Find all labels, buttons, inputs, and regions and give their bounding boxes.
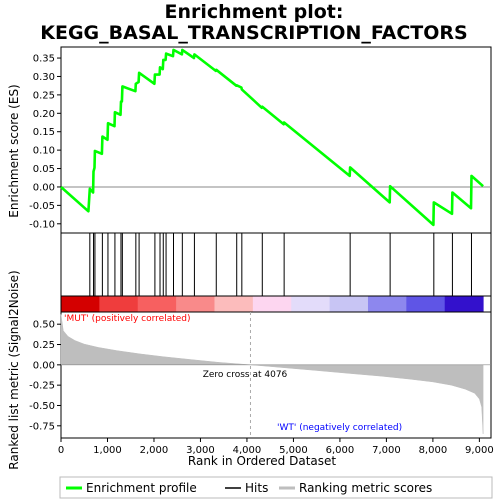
- hits-panel: [60, 232, 492, 297]
- rank-bar-segment: [367, 296, 407, 312]
- es-plot-frame: [60, 46, 492, 234]
- rank-bar-segment: [61, 296, 100, 312]
- metric-ytick-label: -0.25: [29, 381, 55, 392]
- xtick-label: 9,000: [465, 445, 494, 456]
- rank-color-bar: [60, 295, 492, 313]
- es-ytick-label: 0.20: [33, 109, 55, 120]
- zero-cross-label: Zero cross at 4076: [203, 370, 288, 380]
- metric-ylabel: Ranked list metric (Signal2Noise): [7, 270, 21, 469]
- legend-box: [59, 476, 493, 499]
- rank-bar-segment: [329, 296, 369, 312]
- metric-ytick-label: -0.75: [29, 421, 55, 432]
- metric-ytick-label: 0.00: [33, 360, 55, 371]
- es-ytick-label: -0.10: [29, 219, 55, 230]
- rank-bar-segment: [291, 296, 331, 312]
- es-ytick-label: 0.35: [33, 54, 55, 65]
- es-ytick-label: 0.10: [33, 146, 55, 157]
- xtick-label: 4,000: [233, 445, 262, 456]
- ranking-metric-area: [60, 314, 484, 434]
- enrichment-profile-line: [60, 48, 484, 227]
- xtick-label: 2,000: [140, 445, 169, 456]
- rank-bar-segment: [406, 296, 446, 312]
- legend: Enrichment profile Hits Ranking metric s…: [59, 476, 493, 499]
- hits-frame: [60, 232, 492, 297]
- metric-panel: -0.75 -0.50 -0.25 0.00 0.25 0.50 0 1,000 2,000 3,…: [29, 311, 494, 456]
- xtick-label: 3,000: [186, 445, 215, 456]
- negative-label: 'WT' (negatively correlated): [277, 423, 402, 433]
- rank-bar-segment: [99, 296, 139, 312]
- xtick-label: 0: [58, 445, 64, 456]
- xtick-label: 5,000: [279, 445, 308, 456]
- xtick-label: 7,000: [372, 445, 401, 456]
- legend-es-label: Enrichment profile: [86, 481, 197, 495]
- xlabel: Rank in Ordered Dataset: [188, 454, 336, 468]
- positive-label: 'MUT' (positively correlated): [64, 314, 191, 324]
- xtick-label: 1,000: [93, 445, 122, 456]
- es-ytick-label: 0.00: [33, 182, 55, 193]
- es-ytick-label: 0.25: [33, 90, 55, 101]
- xtick-label: 8,000: [419, 445, 448, 456]
- es-ytick-label: -0.05: [29, 201, 55, 212]
- legend-metric-label: Ranking metric scores: [299, 481, 432, 495]
- es-ytick-label: 0.30: [33, 72, 55, 83]
- rank-bar-segment: [252, 296, 292, 312]
- rank-bar-segment: [444, 296, 484, 312]
- legend-hits-label: Hits: [245, 481, 268, 495]
- xtick-label: 6,000: [326, 445, 355, 456]
- es-ytick-label: 0.15: [33, 127, 55, 138]
- chart-title-line2: KEGG_BASAL_TRANSCRIPTION_FACTORS: [40, 22, 467, 44]
- rank-bar-segment: [176, 296, 215, 312]
- es-panel: -0.10 -0.05 0.00 0.05 0.10 0.15 0.20 0.25 0.30 0.…: [29, 46, 492, 234]
- chart-title-line1: Enrichment plot:: [165, 1, 344, 23]
- metric-ytick-label: 0.25: [33, 340, 55, 351]
- metric-ytick-label: -0.50: [29, 401, 55, 412]
- es-ytick-label: 0.05: [33, 164, 55, 175]
- es-ylabel: Enrichment score (ES): [7, 84, 21, 217]
- rank-bar-segment: [214, 296, 254, 312]
- rank-bar-segment: [137, 296, 177, 312]
- metric-ytick-label: 0.50: [33, 320, 55, 331]
